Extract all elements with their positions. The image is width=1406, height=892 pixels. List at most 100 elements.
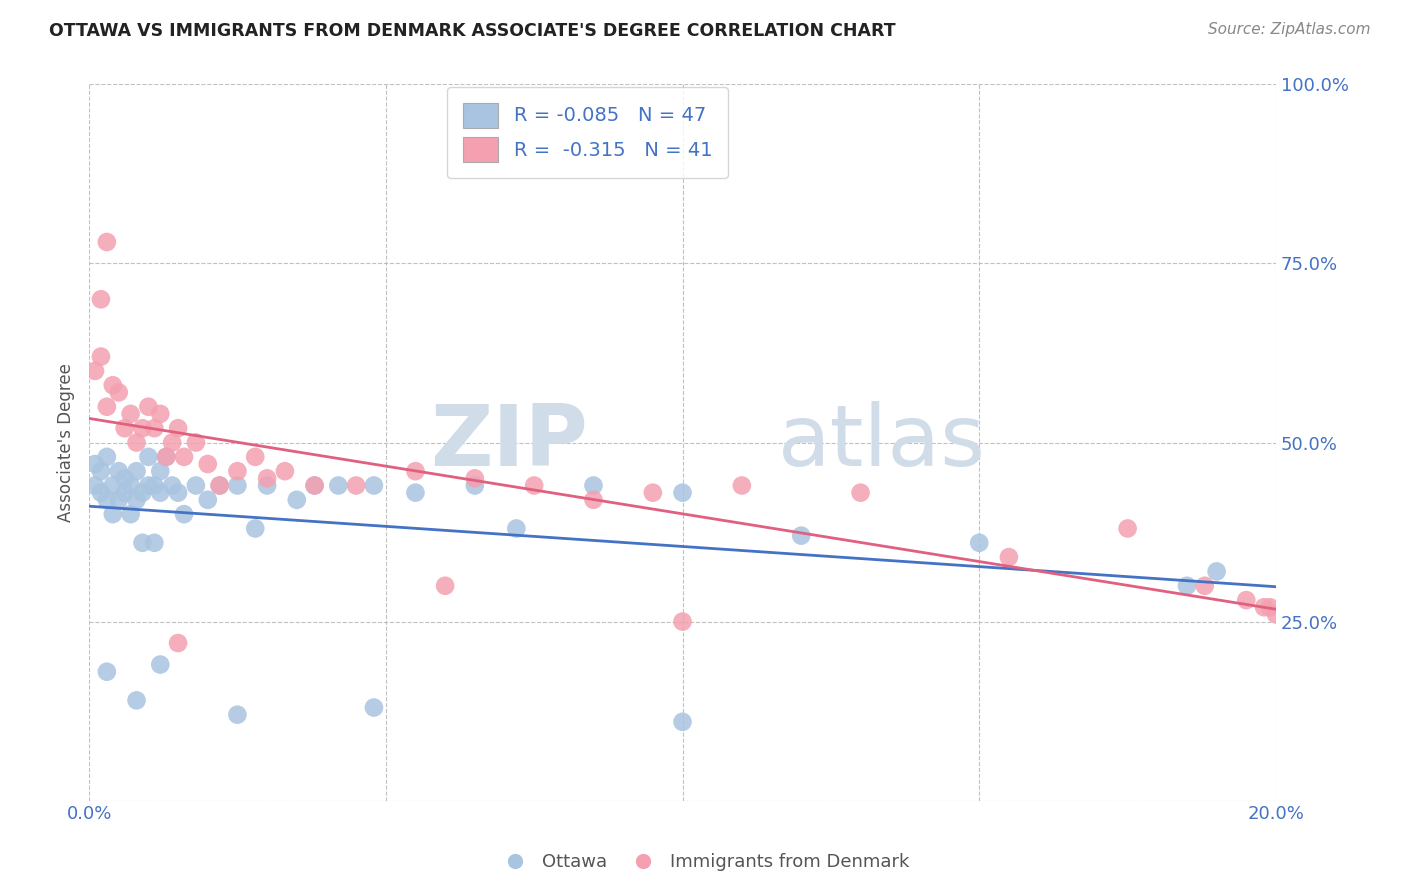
Point — [149, 485, 172, 500]
Point — [790, 528, 813, 542]
Point — [404, 485, 426, 500]
Point — [120, 478, 142, 492]
Point — [1175, 579, 1198, 593]
Text: OTTAWA VS IMMIGRANTS FROM DENMARK ASSOCIATE'S DEGREE CORRELATION CHART: OTTAWA VS IMMIGRANTS FROM DENMARK ASSOCI… — [49, 22, 896, 40]
Point — [1258, 600, 1281, 615]
Point — [101, 478, 124, 492]
Point — [84, 364, 107, 378]
Point — [671, 615, 693, 629]
Point — [1265, 607, 1288, 622]
Point — [256, 471, 278, 485]
Point — [256, 478, 278, 492]
Point — [143, 536, 166, 550]
Point — [90, 293, 112, 307]
Point — [226, 478, 249, 492]
Point — [464, 471, 486, 485]
Point — [138, 478, 160, 492]
Point — [998, 550, 1021, 565]
Point — [208, 478, 231, 492]
Point — [114, 421, 136, 435]
Point — [96, 492, 118, 507]
Point — [131, 421, 153, 435]
Point — [125, 492, 148, 507]
Point — [304, 478, 326, 492]
Point — [120, 407, 142, 421]
Point — [114, 471, 136, 485]
Point — [155, 450, 177, 464]
Point — [138, 450, 160, 464]
Point — [505, 521, 527, 535]
Point — [167, 636, 190, 650]
Point — [143, 478, 166, 492]
Point — [131, 536, 153, 550]
Point — [304, 478, 326, 492]
Point — [671, 485, 693, 500]
Point — [107, 464, 129, 478]
Point — [582, 492, 605, 507]
Point — [731, 478, 754, 492]
Point — [101, 507, 124, 521]
Point — [641, 485, 664, 500]
Text: atlas: atlas — [778, 401, 986, 484]
Point — [131, 485, 153, 500]
Point — [404, 464, 426, 478]
Point — [90, 350, 112, 364]
Point — [96, 665, 118, 679]
Point — [160, 478, 183, 492]
Point — [149, 407, 172, 421]
Point — [274, 464, 297, 478]
Point — [967, 536, 990, 550]
Y-axis label: Associate's Degree: Associate's Degree — [58, 363, 75, 522]
Point — [107, 492, 129, 507]
Legend: Ottawa, Immigrants from Denmark: Ottawa, Immigrants from Denmark — [489, 847, 917, 879]
Point — [285, 492, 308, 507]
Point — [101, 378, 124, 392]
Point — [1194, 579, 1216, 593]
Point — [167, 421, 190, 435]
Point — [155, 450, 177, 464]
Point — [582, 478, 605, 492]
Point — [125, 693, 148, 707]
Point — [125, 464, 148, 478]
Point — [138, 400, 160, 414]
Point — [1253, 600, 1275, 615]
Point — [464, 478, 486, 492]
Point — [84, 478, 107, 492]
Point — [84, 457, 107, 471]
Point — [143, 421, 166, 435]
Point — [90, 464, 112, 478]
Point — [363, 700, 385, 714]
Point — [245, 450, 267, 464]
Point — [197, 492, 219, 507]
Point — [96, 450, 118, 464]
Point — [160, 435, 183, 450]
Point — [184, 435, 207, 450]
Point — [344, 478, 367, 492]
Text: ZIP: ZIP — [430, 401, 588, 484]
Point — [149, 464, 172, 478]
Point — [208, 478, 231, 492]
Legend: R = -0.085   N = 47, R =  -0.315   N = 41: R = -0.085 N = 47, R = -0.315 N = 41 — [447, 87, 728, 178]
Point — [173, 450, 195, 464]
Point — [197, 457, 219, 471]
Point — [523, 478, 546, 492]
Point — [671, 714, 693, 729]
Point — [173, 507, 195, 521]
Point — [1116, 521, 1139, 535]
Point — [167, 485, 190, 500]
Point — [107, 385, 129, 400]
Point — [434, 579, 457, 593]
Point — [363, 478, 385, 492]
Point — [96, 400, 118, 414]
Point — [226, 464, 249, 478]
Point — [96, 235, 118, 249]
Point — [125, 435, 148, 450]
Point — [90, 485, 112, 500]
Point — [1205, 565, 1227, 579]
Point — [114, 485, 136, 500]
Point — [245, 521, 267, 535]
Point — [149, 657, 172, 672]
Point — [328, 478, 350, 492]
Point — [120, 507, 142, 521]
Point — [849, 485, 872, 500]
